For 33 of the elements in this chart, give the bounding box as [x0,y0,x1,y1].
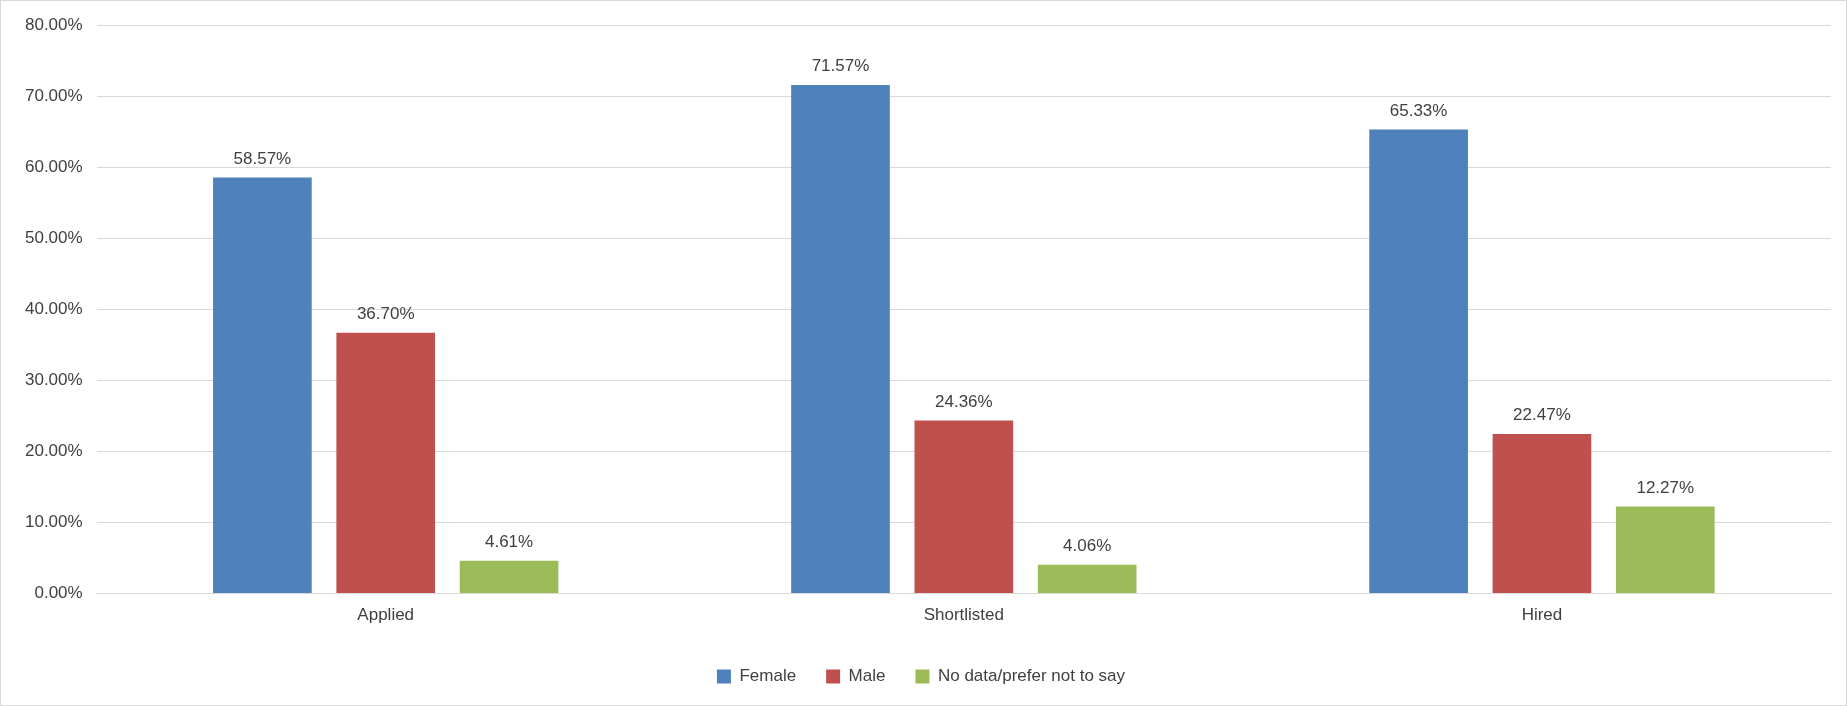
bar [1492,433,1592,594]
y-tick-label: 20.00% [24,441,83,461]
data-label: 4.61% [484,532,534,552]
legend-label: Male [848,666,886,686]
legend-label: Female [739,666,797,686]
y-tick-label: 50.00% [24,228,83,248]
x-tick-label: Shortlisted [923,605,1004,625]
data-label: 36.70% [356,304,415,324]
bar [1615,506,1715,594]
x-tick-label: Applied [357,605,415,625]
data-label: 12.27% [1636,477,1695,497]
data-label: 4.06% [1063,535,1112,555]
data-label: 58.57% [233,148,292,168]
data-label: 22.47% [1513,405,1571,425]
bar [1369,129,1468,594]
legend-label: No data/prefer not to say [937,666,1126,686]
bar [459,560,559,594]
x-tick-label: Hired [1521,605,1563,625]
bar [213,177,312,594]
y-tick-label: 60.00% [24,156,83,176]
bar [336,332,436,594]
y-tick-label: 30.00% [24,370,83,390]
bar [791,85,890,594]
bar [914,420,1014,594]
data-label: 65.33% [1389,100,1448,120]
data-label: 71.57% [811,56,870,76]
bar [1037,564,1137,594]
y-tick-label: 10.00% [24,512,83,532]
y-tick-label: 80.00% [24,14,83,34]
y-tick-label: 0.00% [34,583,83,603]
y-tick-label: 70.00% [24,85,83,105]
data-label: 24.36% [934,391,993,411]
y-tick-label: 40.00% [24,299,83,319]
